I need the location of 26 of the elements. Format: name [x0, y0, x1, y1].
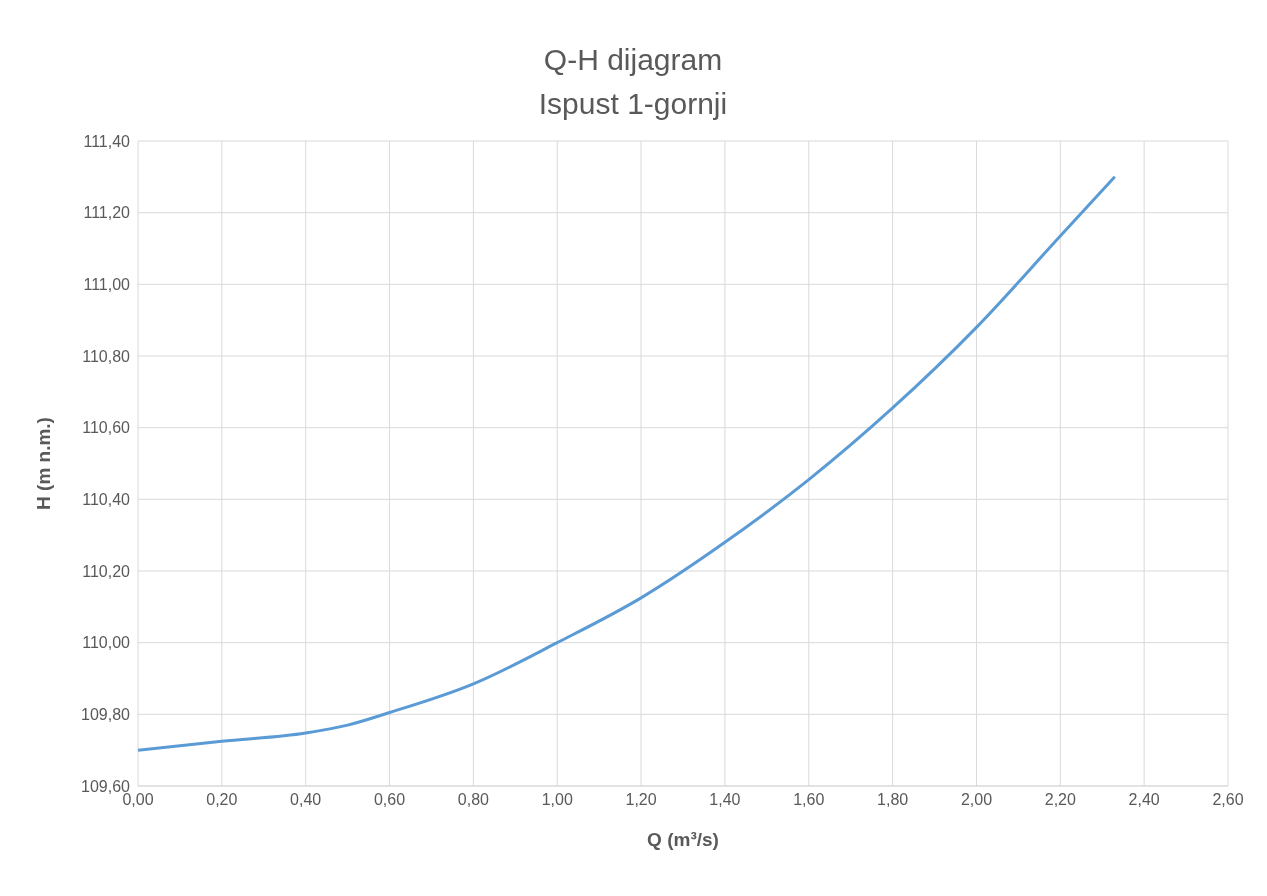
- line-series: [138, 175, 1117, 752]
- x-axis-title: Q (m³/s): [647, 829, 719, 850]
- y-tick-label: 111,20: [83, 204, 131, 222]
- y-tick-label: 110,80: [82, 347, 131, 365]
- x-tick-label: 2,00: [960, 791, 993, 809]
- y-tick-label: 109,80: [81, 706, 131, 724]
- y-tick-label: 110,40: [82, 491, 131, 509]
- x-tick-label: 1,80: [877, 791, 909, 809]
- x-tick-label: 2,60: [1212, 791, 1244, 809]
- x-tick-label: 1,00: [541, 791, 573, 809]
- x-tick-label: 0,20: [206, 791, 238, 809]
- x-tick-label: 1,20: [625, 791, 657, 809]
- x-tick-label: 2,20: [1044, 791, 1076, 809]
- y-axis-title: H (m n.m.): [32, 417, 54, 510]
- x-tick-label: 0,80: [457, 791, 490, 809]
- y-tick-label: 111,40: [83, 132, 131, 150]
- y-tick-label: 111,00: [83, 276, 131, 294]
- x-tick-label: 1,40: [709, 791, 741, 809]
- x-tick-label: 1,60: [793, 791, 825, 809]
- chart-title: Q-H dijagram Ispust 1-gornji: [537, 42, 729, 122]
- y-tick-label: 110,60: [82, 419, 131, 437]
- x-tick-label: 0,40: [290, 791, 322, 809]
- x-tick-label: 2,40: [1128, 791, 1160, 809]
- y-tick-label: 110,20: [82, 562, 131, 580]
- y-tick-label: 110,00: [82, 634, 131, 652]
- x-tick-label: 0,60: [373, 791, 406, 809]
